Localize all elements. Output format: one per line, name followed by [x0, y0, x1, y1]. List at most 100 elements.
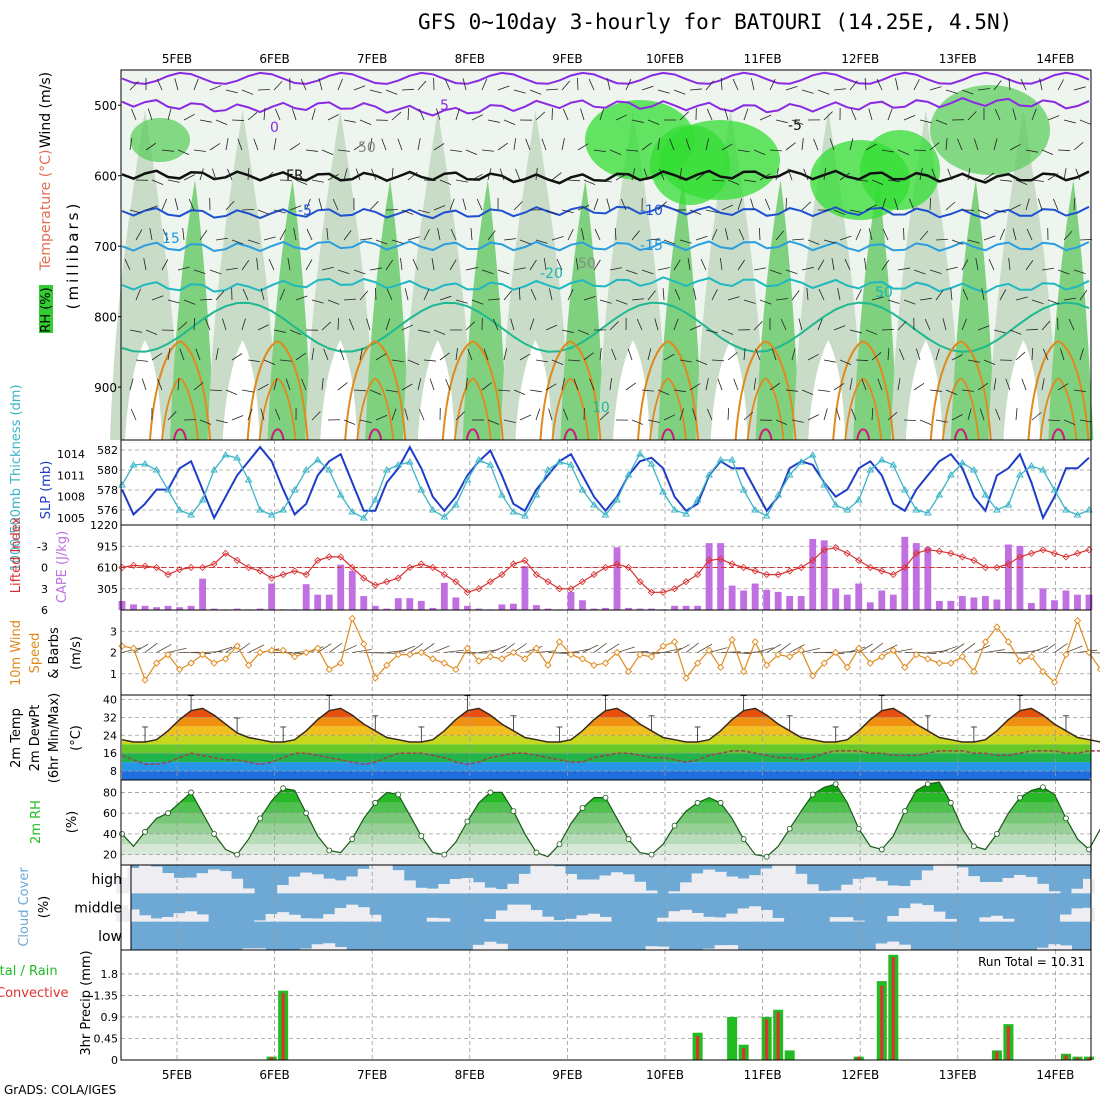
rh2m-marker: [579, 805, 586, 811]
wind-barb: [894, 198, 899, 211]
cape-bar: [498, 604, 506, 610]
wind-barb: [369, 389, 382, 396]
lifted-index-marker: [901, 563, 909, 572]
wind-barb: [445, 378, 451, 391]
lifted-index-marker: [141, 562, 149, 570]
cloud-cover-cell: [599, 875, 612, 894]
cloud-cover-cell: [369, 862, 382, 894]
rh-shade: [500, 110, 571, 440]
wind-barb: [237, 138, 243, 151]
wind-speed-marker: [360, 640, 368, 648]
wind-barb: [449, 198, 455, 211]
wind-speed-marker: [1073, 616, 1082, 625]
wind-barb: [257, 89, 271, 91]
wind-barb: [605, 643, 620, 653]
wind-barb: [305, 149, 318, 152]
cloud-cover-cell: [979, 881, 992, 894]
lifted-index-marker: [717, 555, 725, 563]
cloud-cover-cell: [530, 864, 543, 894]
thickness-marker: [359, 514, 368, 521]
cloud-cover-cell: [703, 869, 716, 894]
wind-barb: [279, 229, 287, 241]
wind-barb: [1057, 79, 1064, 91]
lifted-index-marker: [509, 560, 517, 568]
wind-barb: [573, 378, 579, 391]
wind-barb: [687, 258, 691, 271]
wind-label: Wind (m/s): [38, 72, 54, 148]
lifted-index-marker: [222, 549, 230, 557]
wind-barb: [743, 348, 746, 361]
wind-speed-marker: [463, 644, 471, 652]
wind-barb: [973, 645, 991, 653]
wind-barb: [994, 108, 1001, 121]
wind-speed-marker: [175, 665, 184, 674]
cloud-cover-cell: [277, 885, 290, 894]
wind-barb: [529, 318, 535, 331]
thickness-marker: [958, 459, 967, 466]
wind10-label: 10m Wind: [9, 620, 24, 686]
cloud-cover-cell: [334, 947, 347, 950]
wind-speed-marker: [832, 648, 840, 657]
wind-speed-marker: [221, 655, 230, 663]
wind-barb: [513, 201, 523, 211]
cloud-cover-cell: [760, 868, 773, 894]
rh2m-marker: [947, 799, 954, 806]
wind-barb: [433, 205, 446, 211]
wind-barb: [481, 78, 488, 91]
wind-barb: [750, 198, 755, 211]
wind-barb: [321, 378, 324, 391]
wind-barb: [167, 108, 172, 121]
cloud-cover-cell: [403, 880, 416, 894]
wind-barb: [179, 348, 185, 361]
wind-barb: [225, 89, 238, 94]
y-tick-label: 0: [111, 1054, 118, 1067]
wind-barb: [919, 168, 923, 181]
cloud-cover-cell: [1002, 878, 1015, 894]
wind-barb: [975, 258, 979, 271]
contour-label: -5: [788, 118, 802, 134]
wind-barb: [663, 414, 675, 421]
wind-barb: [967, 359, 980, 363]
wind-barb: [1065, 645, 1083, 653]
rh2m-marker: [625, 836, 632, 842]
wind-barb: [839, 359, 852, 365]
wind-barb: [919, 297, 932, 301]
wind-barb: [273, 378, 278, 391]
precip-convective-bar: [696, 1036, 700, 1060]
lifted-index-marker: [532, 571, 540, 579]
wind-barb: [295, 295, 308, 301]
cloud-cover-cell: [680, 909, 693, 922]
wind-barb: [359, 290, 369, 301]
wind-barb: [513, 89, 526, 94]
wind-barb: [855, 228, 862, 241]
wind-barb: [865, 329, 878, 335]
wind-barb: [375, 652, 396, 654]
wind-barb: [743, 299, 756, 304]
wind-barb: [455, 411, 465, 421]
rh-shade: [793, 110, 864, 440]
rh2m-marker: [441, 851, 448, 858]
wind-barb: [695, 359, 708, 366]
wind-barb: [462, 198, 467, 211]
wind-barb: [1079, 419, 1092, 423]
lifted-index-line: [121, 547, 1090, 593]
wind-barb: [375, 239, 388, 245]
wind-barb: [993, 378, 997, 391]
rh-shade: [598, 110, 668, 440]
contour-label: FR: [286, 168, 304, 184]
x-tick-label-top: 8FEB: [455, 52, 485, 66]
cape-bar: [440, 582, 448, 610]
wind-barb: [1079, 119, 1092, 125]
cloud-cover-cell: [691, 873, 704, 894]
thickness-marker: [1062, 506, 1070, 513]
wind-barb: [503, 119, 516, 125]
wind-barb: [465, 378, 468, 391]
wind-barb: [829, 138, 835, 151]
wind-barb: [177, 321, 188, 331]
wind-barb: [1063, 119, 1076, 124]
lifted-index-marker: [728, 560, 736, 568]
cape-tick-label: 610: [97, 562, 118, 575]
wind-barb: [467, 348, 473, 361]
wind-barb: [871, 179, 884, 186]
wind-barb: [583, 352, 594, 361]
